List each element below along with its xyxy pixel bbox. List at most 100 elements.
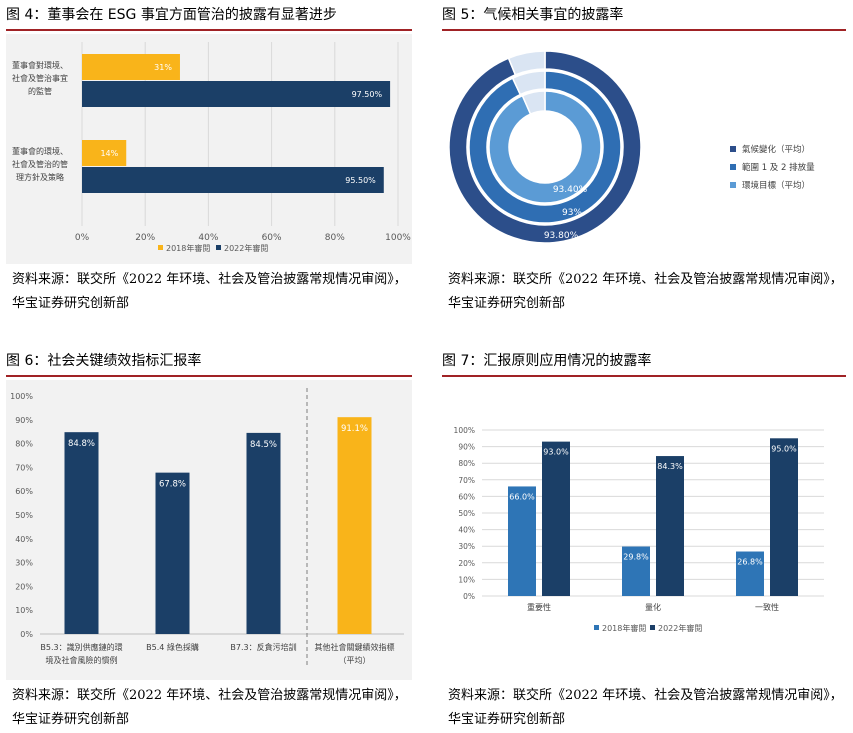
legend-label: 2022年審閱 [658,623,702,633]
data-label: 93.80% [544,231,579,241]
figure-4-title: 图 4：董事会在 ESG 事宜方面管治的披露有显著进步 [6,7,337,23]
y-tick-label: 0% [463,592,475,601]
figure-7-source-line-2: 华宝证券研究创新部 [448,712,566,727]
x-category-label: B7.3：反貪污培訓 [230,642,296,652]
legend-swatch [730,164,736,170]
legend-swatch [216,245,221,250]
y-tick-label: 100% [10,392,33,401]
bar-2018 [736,551,764,596]
donut-remainder-3 [521,90,546,116]
data-label: 26.8% [737,558,763,567]
bar [64,432,99,634]
figure-6-title-rule [6,375,412,377]
x-tick-label: 100% [385,233,411,243]
data-label: 31% [154,63,172,72]
figure-6-title: 图 6：社会关键绩效指标汇报率 [6,353,202,369]
y-tick-label: 80% [458,459,475,468]
x-tick-label: 0% [75,233,90,243]
bar-2022 [656,456,684,596]
y-tick-label: 20% [15,582,33,591]
y-tick-label: 40% [458,526,475,535]
x-category-label: 境及社會風險的慣例 [46,655,118,665]
y-category-label: 董事會的環境、 [12,146,68,156]
figure-7-bar-chart: 0% 10% 20% 30% 40% 50% 60% 70% 80% 90% 100% 66.0% 93… [454,426,824,633]
data-label: 14% [100,149,118,158]
figure-5-source-line-2: 华宝证券研究创新部 [448,296,566,311]
figure-6-source: 资料来源：联交所《2022 年环境、社会及管治披露常规情况审阅》， 华宝证券研究… [12,684,407,732]
y-tick-label: 20% [458,559,475,568]
figure-5-chart-area: 93.80% 93% 93.40% 氣候變化（平均） 範圍 1 及 2 排放量 環境目標（… [442,34,846,264]
y-tick-label: 30% [458,542,475,551]
bar-2018 [622,546,650,596]
bar-2018 [82,140,127,166]
figure-6-chart-area: 0% 10% 20% 30% 40% 50% 60% 70% 80% 90% 100% 84.8% B5… [6,380,412,680]
y-tick-label: 10% [458,575,475,584]
legend-label: 氣候變化（平均） [742,144,810,155]
data-label: 95.50% [345,176,376,185]
y-category-label: 社會及管治的管 [12,159,68,169]
x-category-label: 量化 [645,602,661,612]
bar-2018 [82,54,180,80]
legend-label: 2018年審閱 [166,243,210,253]
figure-5-title: 图 5：气候相关事宜的披露率 [442,7,624,23]
x-tick-label: 60% [262,233,282,243]
x-category-label: 一致性 [755,602,779,612]
bar-2022 [542,441,570,596]
data-label: 91.1% [341,424,368,434]
x-tick-label: 40% [198,233,218,243]
y-category-label: 理方針及策略 [16,172,64,182]
x-category-label: B5.3：識別供應鏈的環 [40,642,122,652]
legend-swatch [158,245,163,250]
y-tick-label: 0% [20,630,33,639]
y-category-label: 董事會對環境、 [12,60,68,70]
legend-swatch [594,625,599,630]
y-tick-label: 10% [15,606,33,615]
bar-2022 [82,167,384,193]
data-label: 67.8% [159,480,186,490]
donut-ring-3 [488,90,602,204]
figure-4-source-line-2: 华宝证券研究创新部 [12,296,130,311]
figure-4-title-rule [6,29,412,31]
y-tick-label: 70% [458,476,475,485]
legend-label: 範圍 1 及 2 排放量 [742,162,815,173]
bar [337,417,372,634]
legend-label: 環境目標（平均） [742,180,810,191]
data-label: 93% [562,208,582,218]
y-tick-label: 60% [15,487,33,496]
figure-6-source-line-2: 华宝证券研究创新部 [12,712,130,727]
x-tick-label: 20% [135,233,155,243]
data-label: 97.50% [352,90,383,99]
y-tick-label: 90% [458,443,475,452]
x-category-label: （平均） [339,655,371,665]
x-category-label: 其他社會關鍵績效指標 [315,642,395,652]
y-tick-label: 70% [15,463,33,472]
donut-remainder-2 [511,70,546,96]
y-tick-label: 60% [458,492,475,501]
figure-5-source-line-1: 资料来源：联交所《2022 年环境、社会及管治披露常规情况审阅》， [448,272,843,287]
y-tick-label: 80% [15,440,33,449]
data-label: 93.0% [543,448,569,457]
figure-7-source-line-1: 资料来源：联交所《2022 年环境、社会及管治披露常规情况审阅》， [448,688,843,703]
figure-4-source-line-1: 资料来源：联交所《2022 年环境、社会及管治披露常规情况审阅》， [12,272,407,287]
figure-7-title-rule [442,375,846,377]
legend-label: 2022年審閱 [224,243,268,253]
data-label: 66.0% [509,492,535,501]
legend-label: 2018年審閱 [602,623,646,633]
data-label: 84.8% [68,439,95,449]
y-tick-label: 30% [15,559,33,568]
figure-5-title-rule [442,29,846,31]
x-category-label: B5.4 綠色採購 [146,642,199,652]
figure-4-source: 资料来源：联交所《2022 年环境、社会及管治披露常规情况审阅》， 华宝证券研究… [12,268,407,316]
bar-2022 [770,438,798,596]
y-tick-label: 40% [15,535,33,544]
data-label: 95.0% [771,444,797,453]
data-label: 84.3% [657,462,683,471]
bar-2018 [508,486,536,596]
bar [155,472,190,634]
legend-swatch [730,146,736,152]
y-tick-label: 100% [454,426,475,435]
figure-6-bar-chart: 0% 10% 20% 30% 40% 50% 60% 70% 80% 90% 100% 84.8% B5… [10,388,404,668]
y-tick-label: 50% [15,511,33,520]
bar-2022 [82,81,391,107]
